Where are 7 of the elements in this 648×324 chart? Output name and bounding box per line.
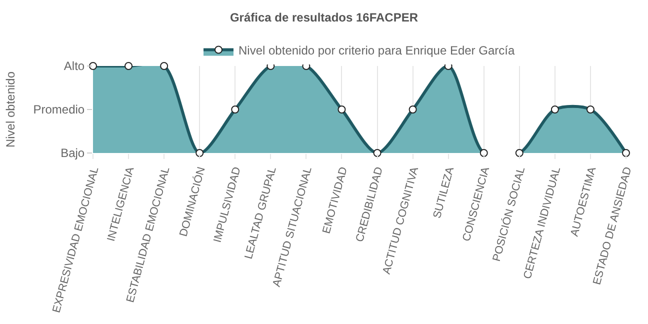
category-label: Bajo <box>60 146 85 160</box>
x-tick-label: LEALTAD GRUPAL <box>242 166 279 260</box>
category-label: Promedio <box>33 102 85 117</box>
chart-title: Gráfica de resultados 16FACPER <box>230 10 418 24</box>
legend-label: Nivel obtenido por criterio para Enrique Eder García <box>238 43 515 58</box>
category-label: Alto <box>64 59 85 74</box>
y-axis-title: Nivel obtenido <box>4 71 18 148</box>
